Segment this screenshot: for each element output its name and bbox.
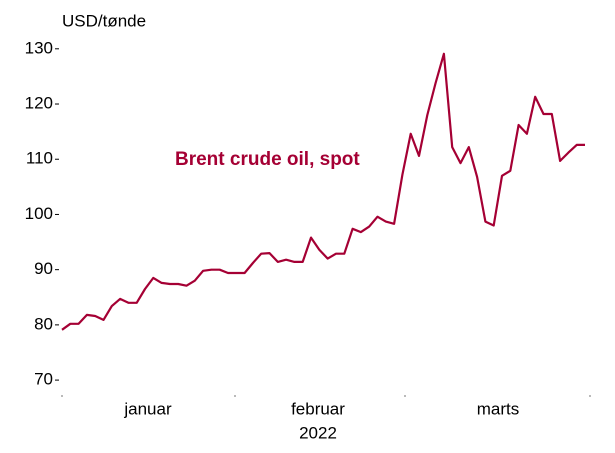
month-tick — [234, 395, 236, 397]
y-tick-label: 70 — [34, 370, 53, 389]
y-tick-label: 100 — [25, 204, 53, 223]
month-label: februar — [291, 399, 345, 418]
y-tick-label: 90 — [34, 259, 53, 278]
y-axis-label: USD/tønde — [62, 11, 146, 30]
month-label: marts — [477, 399, 520, 418]
year-label: 2022 — [299, 423, 337, 442]
month-tick — [61, 395, 63, 397]
annotation: Brent crude oil, spot — [175, 149, 360, 170]
month-ticks — [61, 395, 591, 397]
month-tick — [589, 395, 591, 397]
series-line — [61, 52, 585, 331]
y-tick-label: 80 — [34, 314, 53, 333]
y-tick-label: 130 — [25, 38, 53, 57]
y-tick-label: 120 — [25, 94, 53, 113]
month-tick — [404, 395, 406, 397]
month-label: januar — [123, 399, 172, 418]
y-tick-label: 110 — [26, 149, 53, 168]
